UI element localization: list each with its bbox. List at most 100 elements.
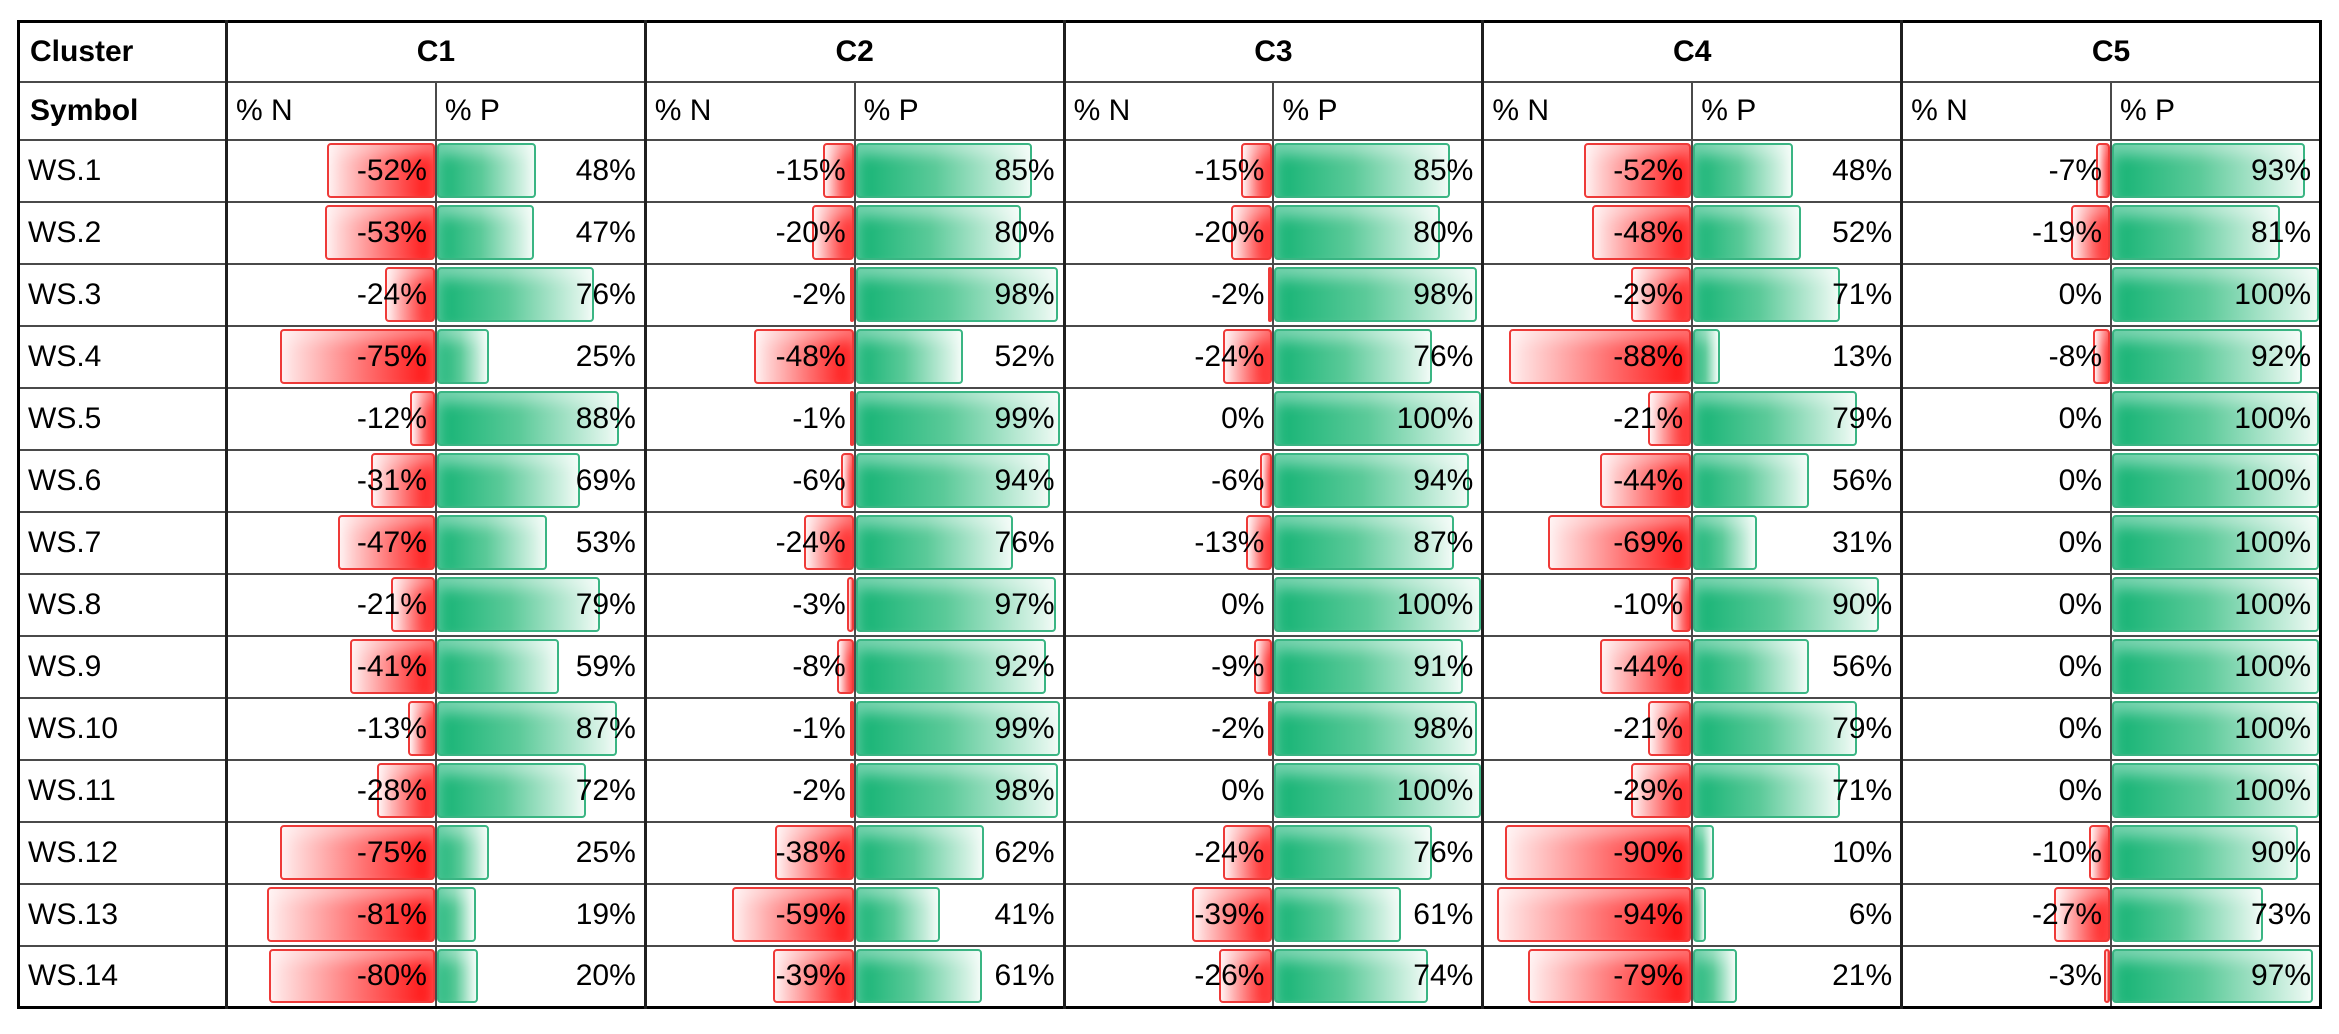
- positive-databar: [2113, 452, 2319, 508]
- cell-value: 48%: [575, 153, 636, 187]
- negative-databar: [841, 452, 853, 508]
- positive-databar: [1275, 514, 1455, 570]
- cell-value: -10%: [1613, 587, 1684, 621]
- percent-negative-cell: -15%: [1062, 138, 1275, 203]
- cell-value: -8%: [792, 649, 846, 683]
- cell-value: 76%: [994, 525, 1055, 559]
- positive-databar: [2113, 948, 2313, 1003]
- positive-databar: [1694, 576, 1880, 632]
- percent-negative-cell: -39%: [1062, 882, 1275, 947]
- cell-value: -90%: [1613, 835, 1684, 869]
- cell-value: -2%: [1211, 711, 1265, 745]
- cell-value: 53%: [575, 525, 636, 559]
- cell-value: -20%: [1194, 215, 1265, 249]
- percent-negative-cell: -21%: [1481, 696, 1694, 761]
- positive-databar: [1275, 948, 1428, 1003]
- negative-databar: [1496, 886, 1691, 942]
- cell-value: 31%: [1832, 525, 1893, 559]
- percent-positive-cell: 100%: [2110, 634, 2322, 699]
- percent-negative-cell: 0%: [1900, 634, 2113, 699]
- percent-negative-cell: -44%: [1481, 634, 1694, 699]
- cell-value: -6%: [1211, 463, 1265, 497]
- cell-value: 97%: [2250, 959, 2311, 993]
- percent-positive-cell: 85%: [1272, 138, 1484, 203]
- cell-value: 99%: [994, 401, 1055, 435]
- symbol-cell: WS.3: [17, 262, 228, 327]
- subheader-n-c3: % N: [1062, 80, 1275, 141]
- cell-value: 87%: [575, 711, 636, 745]
- percent-negative-cell: -75%: [224, 820, 437, 885]
- cell-value: -38%: [775, 835, 846, 869]
- percent-positive-cell: 31%: [1691, 510, 1903, 575]
- negative-databar: [325, 204, 434, 260]
- cell-value: -52%: [1613, 153, 1684, 187]
- percent-negative-cell: -12%: [224, 386, 437, 451]
- cell-value: -28%: [356, 773, 427, 807]
- cell-value: -20%: [775, 215, 846, 249]
- percent-positive-cell: 100%: [2110, 510, 2322, 575]
- cell-value: 81%: [2250, 215, 2311, 249]
- cell-value: 6%: [1848, 897, 1893, 931]
- negative-databar: [370, 452, 434, 508]
- negative-databar: [775, 824, 853, 880]
- percent-negative-cell: -26%: [1062, 944, 1275, 1009]
- percent-positive-cell: 100%: [2110, 758, 2322, 823]
- percent-negative-cell: -6%: [643, 448, 856, 513]
- positive-databar: [856, 824, 984, 880]
- positive-databar: [2113, 142, 2305, 198]
- positive-databar: [1275, 576, 1481, 632]
- cell-value: -8%: [2048, 339, 2103, 373]
- subheader-p-c2: % P: [853, 80, 1066, 141]
- table-body: WS.1 -52% 48% -15% 85% -15% 85% -52% 48% -7% 93% WS…: [17, 138, 2322, 1009]
- percent-positive-cell: 56%: [1691, 634, 1903, 699]
- table-row: WS.9 -41% 59% -8% 92% -9% 91% -44% 56% 0% 100%: [17, 634, 2322, 699]
- cell-value: 48%: [1832, 153, 1893, 187]
- cell-value: -1%: [792, 401, 846, 435]
- positive-databar: [1275, 700, 1478, 756]
- positive-databar: [1275, 390, 1481, 446]
- percent-negative-cell: -69%: [1481, 510, 1694, 575]
- positive-databar: [2113, 328, 2303, 384]
- percent-negative-cell: 0%: [1900, 758, 2113, 823]
- symbol-cell: WS.13: [17, 882, 228, 947]
- negative-databar: [391, 576, 434, 632]
- positive-databar: [2113, 638, 2319, 694]
- percent-negative-cell: -53%: [224, 200, 437, 265]
- cell-value: -15%: [1194, 153, 1265, 187]
- negative-databar: [1222, 328, 1272, 384]
- cell-value: -80%: [356, 959, 427, 993]
- negative-databar: [1218, 948, 1272, 1003]
- cell-value: 61%: [1413, 897, 1474, 931]
- percent-negative-cell: -24%: [643, 510, 856, 575]
- cell-value: -3%: [792, 587, 846, 621]
- subheader-row: Symbol % N % P % N % P % N % P % N % P %…: [17, 80, 2322, 141]
- positive-databar: [2113, 824, 2299, 880]
- percent-negative-cell: -9%: [1062, 634, 1275, 699]
- percent-negative-cell: -1%: [643, 696, 856, 761]
- percent-positive-cell: 72%: [434, 758, 647, 823]
- symbol-cell: WS.2: [17, 200, 228, 265]
- percent-positive-cell: 56%: [1691, 448, 1903, 513]
- cell-value: -10%: [2031, 835, 2103, 869]
- positive-databar: [856, 948, 982, 1003]
- cell-value: -41%: [356, 649, 427, 683]
- percent-negative-cell: -19%: [1900, 200, 2113, 265]
- positive-databar: [2113, 700, 2319, 756]
- cell-value: -19%: [2031, 215, 2103, 249]
- percent-negative-cell: -3%: [643, 572, 856, 637]
- table-row: WS.8 -21% 79% -3% 97% 0% 100% -10% 90% 0% 100%: [17, 572, 2322, 637]
- cell-value: 76%: [1413, 339, 1474, 373]
- cell-value: -29%: [1613, 277, 1684, 311]
- percent-negative-cell: -24%: [1062, 324, 1275, 389]
- negative-databar: [1548, 514, 1691, 570]
- percent-negative-cell: -2%: [1062, 262, 1275, 327]
- percent-positive-cell: 25%: [434, 820, 647, 885]
- cell-value: 80%: [1413, 215, 1474, 249]
- cell-value: -24%: [356, 277, 427, 311]
- positive-databar: [1694, 390, 1857, 446]
- positive-databar: [437, 762, 586, 818]
- subheader-n-c1: % N: [224, 80, 437, 141]
- negative-databar: [1241, 142, 1272, 198]
- percent-negative-cell: 0%: [1062, 758, 1275, 823]
- cell-value: -24%: [775, 525, 846, 559]
